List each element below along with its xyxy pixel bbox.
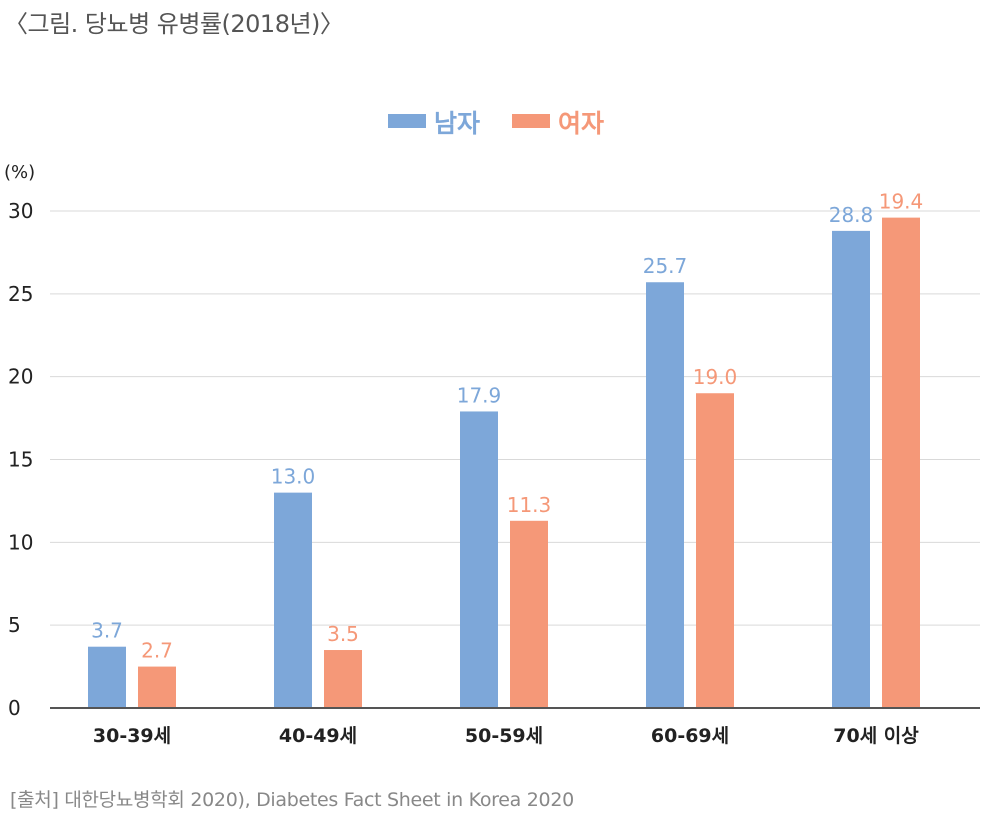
data-label-1-2: 11.3: [507, 493, 552, 517]
data-labels: 3.7 2.7 13.0 3.5 17.9 11.3 25.7 19.0 28.819.4: [91, 190, 923, 663]
x-tick-label: 40-49세: [279, 725, 357, 747]
data-label-0-1: 13.0: [271, 465, 316, 489]
y-axis: 0 5 10 15 20 25 30 (%): [4, 162, 35, 720]
legend: 남자 여자: [388, 109, 604, 138]
bar-0-1: [274, 492, 312, 708]
y-tick-label: 30: [8, 199, 33, 223]
bar-1-3: [696, 393, 734, 708]
y-tick-label: 25: [8, 282, 33, 306]
data-label-1-4: 19.4: [879, 190, 924, 214]
data-label-0-4: 28.8: [829, 203, 874, 227]
x-tick-label: 60-69세: [651, 725, 729, 747]
source-note: [출처] 대한당뇨병학회 2020), Diabetes Fact Sheet …: [10, 789, 574, 811]
bar-0-3: [646, 282, 684, 708]
page-title: 〈그림. 당뇨병 유병률(2018년)〉: [4, 10, 344, 38]
bar-1-0: [138, 666, 176, 708]
data-label-1-3: 19.0: [693, 365, 738, 389]
bars: [88, 217, 920, 709]
bar-0-2: [460, 411, 498, 708]
bar-1-2: [510, 520, 548, 708]
x-tick-label: 70세 이상: [833, 725, 919, 747]
y-tick-label: 15: [8, 448, 33, 472]
bar-1-4: [882, 217, 920, 709]
y-tick-label: 10: [8, 530, 33, 554]
bar-1-1: [324, 650, 362, 708]
x-tick-label: 30-39세: [93, 725, 171, 747]
data-label-1-1: 3.5: [327, 622, 359, 646]
y-tick-label: 20: [8, 365, 33, 389]
legend-swatch-1: [512, 114, 550, 128]
y-unit-label: (%): [4, 162, 35, 183]
legend-label-0: 남자: [434, 109, 480, 138]
data-label-0-0: 3.7: [91, 619, 123, 643]
data-label-0-2: 17.9: [457, 383, 502, 407]
y-tick-label: 5: [8, 613, 21, 637]
x-axis: 30-39세 40-49세 50-59세 60-69세 70세 이상: [50, 707, 980, 747]
y-tick-label: 0: [8, 696, 21, 720]
bar-0-0: [88, 646, 126, 708]
x-tick-label: 50-59세: [465, 725, 543, 747]
data-label-1-0: 2.7: [141, 639, 173, 663]
legend-label-1: 여자: [558, 109, 604, 138]
legend-swatch-0: [388, 114, 426, 128]
bar-chart: 남자 여자 0 5 10 15 20 25 30 (%) 3.7 2.7 13.0 3.5 17.9 11…: [4, 109, 980, 747]
data-label-0-3: 25.7: [643, 254, 688, 278]
bar-0-4: [832, 230, 870, 708]
